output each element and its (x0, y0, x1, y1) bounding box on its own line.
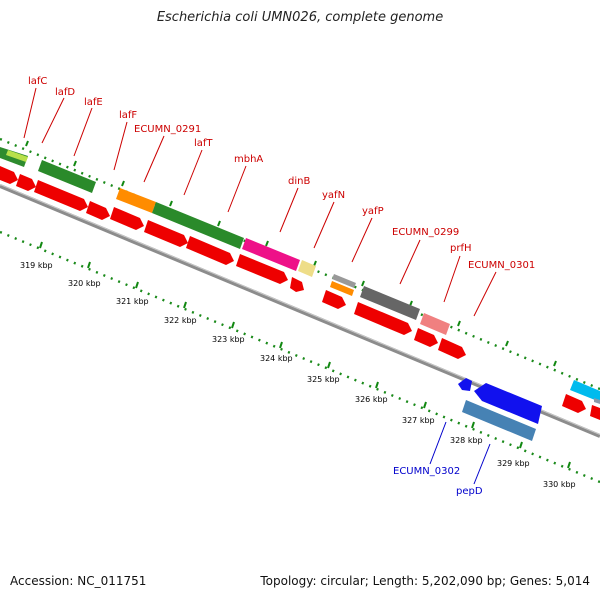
forward-leaders (23, 87, 497, 317)
kbp-label: 327 kbp (402, 416, 435, 425)
gene-block-0299 (360, 286, 420, 320)
kbp-label: 328 kbp (450, 436, 483, 445)
gene-label-yafP: yafP (362, 206, 384, 217)
gene-block-lafF (116, 188, 156, 213)
gene-block-lafE (38, 160, 96, 193)
gene-label-mbhA: mbhA (234, 154, 263, 165)
gene-block-steel (462, 400, 536, 441)
gene-label-lafF: lafF (119, 110, 137, 121)
gene-block-cyan (570, 380, 600, 402)
gene-label-lafT: lafT (194, 138, 213, 149)
arrow-pepD (474, 383, 542, 424)
arrow-prfH (414, 328, 438, 347)
kbp-label: 319 kbp (20, 261, 53, 270)
arrow-lafC (0, 166, 18, 184)
arrow-0302 (458, 378, 472, 391)
kbp-label: 321 kbp (116, 297, 149, 306)
gene-label-prfH: prfH (450, 243, 472, 254)
reverse-genes (458, 378, 600, 441)
gene-block-yafP (330, 281, 354, 296)
gene-label-ecumn-0302: ECUMN_0302 (393, 466, 460, 477)
gene-label-lafD: lafD (55, 87, 75, 98)
arrow-lafT (144, 220, 188, 247)
arrow-lafD (16, 174, 36, 191)
kbp-label: 320 kbp (68, 279, 101, 288)
kbp-label: 329 kbp (497, 459, 530, 468)
gene-label-ecumn-0301: ECUMN_0301 (468, 260, 535, 271)
kbp-label: 322 kbp (164, 316, 197, 325)
gene-block-prfH (420, 313, 450, 335)
genome-summary-text: Topology: circular; Length: 5,202,090 bp… (260, 574, 590, 588)
gene-block-lafT (152, 202, 244, 249)
kbp-label: 324 kbp (260, 354, 293, 363)
arrow-0291 (110, 207, 144, 230)
forward-genes-inner (0, 166, 600, 420)
gene-label-yafN: yafN (322, 190, 345, 201)
gene-label-lafC: lafC (28, 76, 47, 87)
arrow-mbhA (186, 236, 234, 265)
arrow-yafP (322, 290, 346, 309)
arrow-lafF (86, 201, 110, 220)
kbp-label: 325 kbp (307, 375, 340, 384)
forward-genes-outer (0, 147, 600, 402)
arrow-right-edge (562, 394, 586, 413)
gene-block-mbhA (242, 238, 300, 271)
gene-label-lafE: lafE (84, 97, 103, 108)
accession-text: Accession: NC_011751 (10, 574, 147, 588)
kbp-label: 323 kbp (212, 335, 245, 344)
gene-label-pepD: pepD (456, 486, 483, 497)
gene-label-dinB: dinB (288, 176, 310, 187)
arrow-0301 (438, 338, 466, 359)
arrow-0299 (354, 302, 412, 335)
reverse-leaders (429, 421, 491, 485)
arrow-yafN (290, 277, 304, 292)
map-title: Escherichia coli UMN026, complete genome (156, 10, 444, 25)
gene-block-dinB (298, 260, 316, 277)
kbp-label: 330 kbp (543, 480, 576, 489)
gene-block-yafN (332, 274, 356, 288)
kbp-label: 326 kbp (355, 395, 388, 404)
gene-label-ecumn-0291: ECUMN_0291 (134, 124, 201, 135)
gene-label-ecumn-0299: ECUMN_0299 (392, 227, 459, 238)
arrow-lafE (34, 180, 88, 211)
arrow-dinB (236, 254, 288, 284)
